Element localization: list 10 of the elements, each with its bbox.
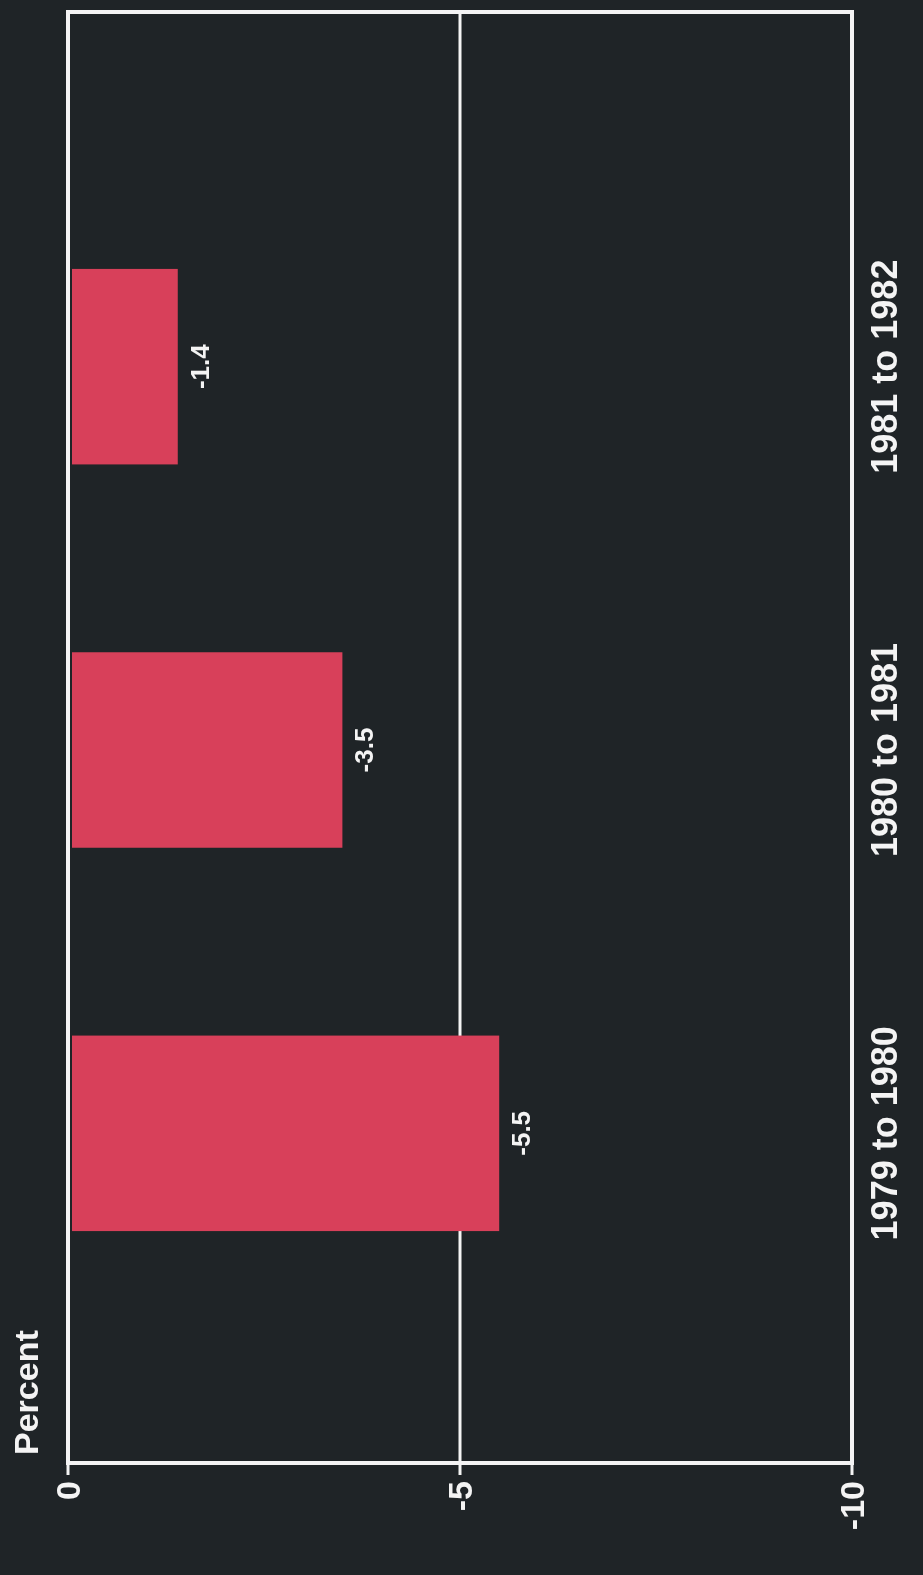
x-tick-label: 0 <box>49 1481 87 1500</box>
text: Percent <box>7 1330 45 1455</box>
x-tick-label: -5 <box>441 1481 479 1512</box>
data-label: -3.5 <box>349 727 380 773</box>
data-label: -1.4 <box>184 343 215 390</box>
y-tick-label: 1981 to 1982 <box>863 259 905 474</box>
y-tick-label: 1979 to 1980 <box>863 1026 905 1241</box>
data-label: -5.5 <box>506 1110 537 1156</box>
y-tick-label: 1980 to 1981 <box>863 642 905 858</box>
x-tick-label: -10 <box>833 1481 871 1531</box>
